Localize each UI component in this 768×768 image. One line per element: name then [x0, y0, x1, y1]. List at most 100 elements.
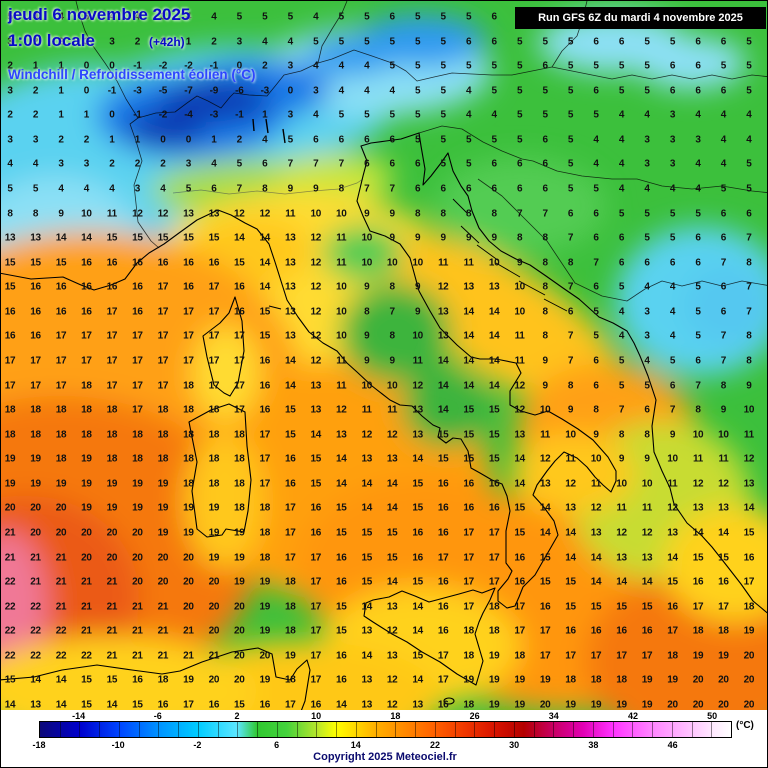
grid-value: 17	[157, 380, 169, 392]
grid-value: 14	[539, 527, 551, 539]
grid-value: 17	[30, 355, 41, 367]
grid-value: 20	[743, 674, 755, 686]
grid-value: 18	[285, 625, 296, 637]
grid-value: 5	[567, 158, 574, 170]
grid-value: 20	[743, 650, 755, 662]
grid-value: 6	[720, 36, 727, 48]
grid-value: 19	[106, 478, 118, 490]
grid-value: 8	[338, 183, 345, 195]
grid-value: 15	[361, 527, 372, 539]
grid-value: 3	[58, 158, 64, 170]
grid-value: 21	[106, 650, 118, 662]
colorbar-tick	[691, 722, 693, 737]
grid-value: 19	[514, 674, 525, 686]
grid-value: 16	[437, 601, 449, 613]
grid-value: 4	[287, 36, 294, 48]
grid-value: 19	[81, 478, 92, 490]
grid-value: 0	[83, 85, 90, 97]
grid-value: 1	[262, 109, 268, 121]
grid-value: 2	[236, 134, 243, 146]
colorbar-label: -14	[72, 711, 86, 721]
grid-value: 14	[386, 576, 398, 588]
grid-value: 14	[81, 232, 92, 244]
grid-value: 5	[746, 183, 752, 195]
grid-value: 21	[132, 625, 143, 637]
grid-value: 17	[157, 355, 169, 367]
grid-value: 16	[208, 699, 220, 711]
grid-value: 10	[361, 257, 372, 269]
grid-value: 6	[720, 281, 727, 293]
colorbar-tick	[592, 722, 594, 737]
grid-value: 16	[718, 576, 729, 588]
grid-value: 17	[157, 281, 169, 293]
grid-value: 15	[208, 232, 220, 244]
grid-value: -3	[209, 109, 219, 121]
grid-value: 5	[440, 85, 447, 97]
grid-value: 4	[313, 11, 319, 23]
grid-value: 19	[616, 699, 627, 711]
grid-value: 15	[437, 453, 449, 465]
grid-value: 8	[720, 380, 727, 392]
grid-value: 16	[412, 552, 423, 564]
grid-value: 18	[616, 674, 627, 686]
grid-value: 16	[437, 502, 449, 514]
grid-value: 17	[437, 650, 449, 662]
grid-value: 21	[81, 576, 92, 588]
grid-value: 17	[208, 380, 220, 392]
grid-value: 18	[514, 650, 525, 662]
grid-value: 17	[565, 650, 576, 662]
grid-value: 13	[361, 699, 372, 711]
grid-value: 11	[438, 257, 449, 269]
grid-value: 21	[30, 576, 41, 588]
grid-value: 16	[488, 478, 500, 490]
grid-value: 8	[389, 330, 396, 342]
colorbar-label: 6	[274, 740, 280, 750]
grid-value: 19	[743, 625, 755, 637]
grid-value: 3	[644, 330, 650, 342]
color-scale: (°C) Copyright 2025 Meteociel.fr -14 -6 2 1…	[1, 710, 767, 767]
colorbar-tick	[118, 722, 120, 737]
grid-value: 5	[644, 208, 650, 220]
grid-value: 21	[55, 552, 67, 564]
grid-value: 5	[618, 208, 625, 220]
grid-value: 18	[234, 502, 245, 514]
grid-value: 5	[669, 36, 676, 48]
grid-value: 1	[160, 36, 166, 48]
grid-value: 12	[310, 281, 322, 293]
grid-value: 3	[109, 36, 115, 48]
grid-value: 17	[183, 330, 194, 342]
grid-value: 20	[667, 699, 678, 711]
grid-value: 15	[488, 404, 500, 416]
grid-value: 4	[185, 11, 192, 23]
grid-value: 8	[364, 306, 370, 318]
grid-value: 4	[720, 109, 727, 121]
grid-value: 16	[4, 330, 16, 342]
grid-value: 11	[692, 453, 703, 465]
grid-value: 22	[30, 625, 41, 637]
grid-value: 5	[415, 36, 421, 48]
grid-value: 1	[134, 134, 141, 146]
grid-value: 17	[234, 380, 245, 392]
grid-value: 12	[234, 208, 245, 220]
grid-value: 16	[132, 306, 143, 318]
grid-value: 5	[185, 183, 192, 195]
grid-value: 19	[259, 625, 271, 637]
grid-value: 19	[183, 502, 194, 514]
grid-value: 15	[743, 527, 755, 539]
grid-value: 5	[465, 134, 472, 146]
grid-value: 16	[412, 527, 423, 539]
grid-value: 5	[389, 36, 396, 48]
grid-value: 13	[743, 478, 755, 490]
grid-value: 18	[208, 404, 220, 416]
grid-value: 4	[262, 134, 268, 146]
grid-value: 16	[106, 257, 118, 269]
grid-value: 17	[616, 650, 627, 662]
grid-value: 9	[364, 208, 370, 220]
grid-value: 2	[58, 134, 64, 146]
grid-value: 16	[30, 281, 41, 293]
grid-value: 15	[463, 404, 474, 416]
grid-value: 10	[412, 330, 423, 342]
grid-value: 19	[514, 699, 525, 711]
grid-value: 18	[157, 429, 169, 441]
grid-value: 16	[437, 699, 449, 711]
